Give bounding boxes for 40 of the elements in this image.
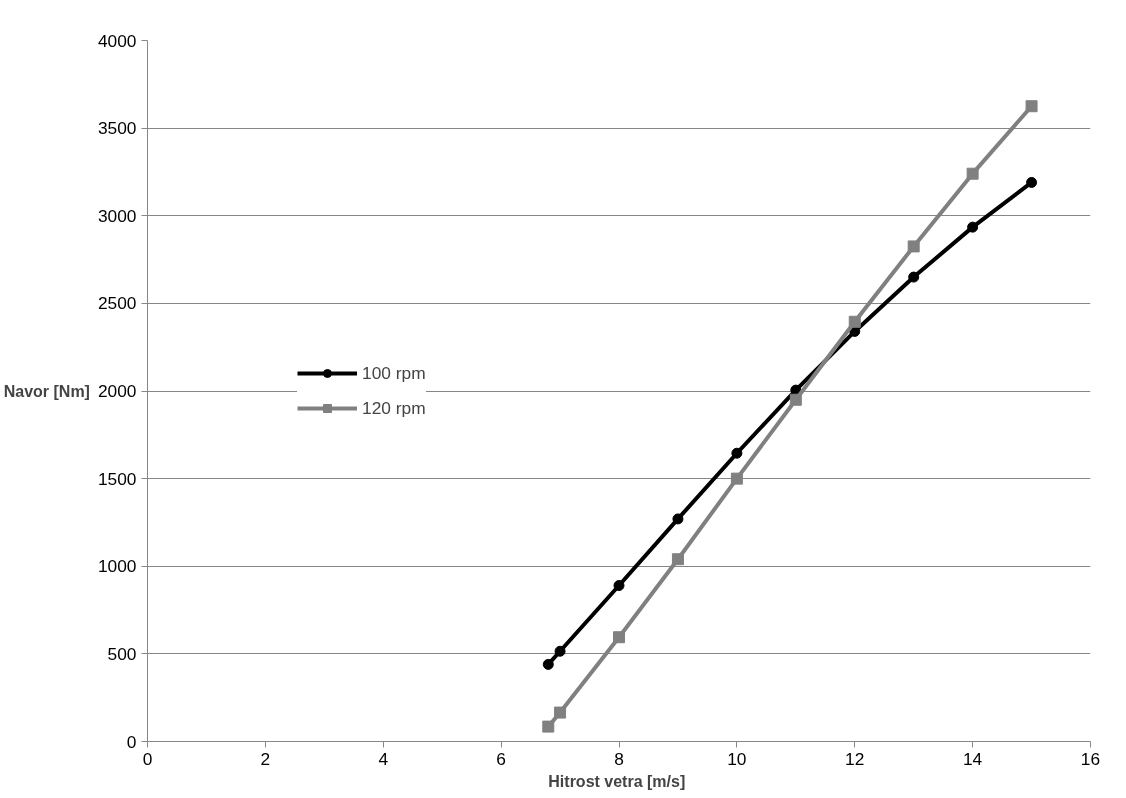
y-tick-label: 4000 (97, 30, 137, 51)
point (554, 645, 566, 657)
x-tick-label: 10 (727, 748, 747, 769)
y-tick-label: 500 (107, 643, 137, 664)
point (731, 447, 743, 459)
y-axis-title: Navor [Nm] (3, 382, 90, 400)
point (789, 393, 802, 406)
x-tick-label: 12 (845, 748, 865, 769)
point (967, 221, 979, 233)
point (848, 315, 861, 328)
x-tick-label: 2 (260, 748, 271, 769)
x-tick-label: 6 (496, 748, 506, 769)
y-tick-label: 3000 (97, 205, 137, 226)
y-tick-label: 0 (126, 731, 137, 752)
point (542, 720, 555, 733)
y-tick-label: 1500 (97, 468, 137, 489)
y-tick-label: 2000 (97, 381, 137, 401)
point (542, 658, 554, 670)
x-tick-label: 14 (962, 748, 983, 769)
x-tick-label: 4 (378, 748, 389, 769)
point (730, 472, 743, 485)
point (672, 513, 684, 525)
point (613, 631, 625, 644)
point (613, 580, 625, 592)
legend-label: 100 rpm (362, 362, 426, 384)
x-tick-label: 16 (1080, 748, 1101, 769)
point (554, 706, 567, 719)
y-tick-label: 1000 (97, 556, 137, 577)
y-tick-label: 2500 (97, 293, 137, 314)
legend-label: 120 rpm (362, 397, 426, 419)
x-tick-label: 8 (614, 748, 624, 769)
point (1026, 176, 1038, 188)
point (907, 240, 920, 253)
x-tick-label: 0 (142, 748, 153, 769)
point (1025, 100, 1038, 113)
point (966, 167, 979, 180)
point (908, 271, 920, 283)
x-axis-title: Hitrost vetra [m/s] (548, 772, 686, 790)
y-tick-label: 3500 (97, 118, 137, 139)
point (671, 553, 684, 566)
